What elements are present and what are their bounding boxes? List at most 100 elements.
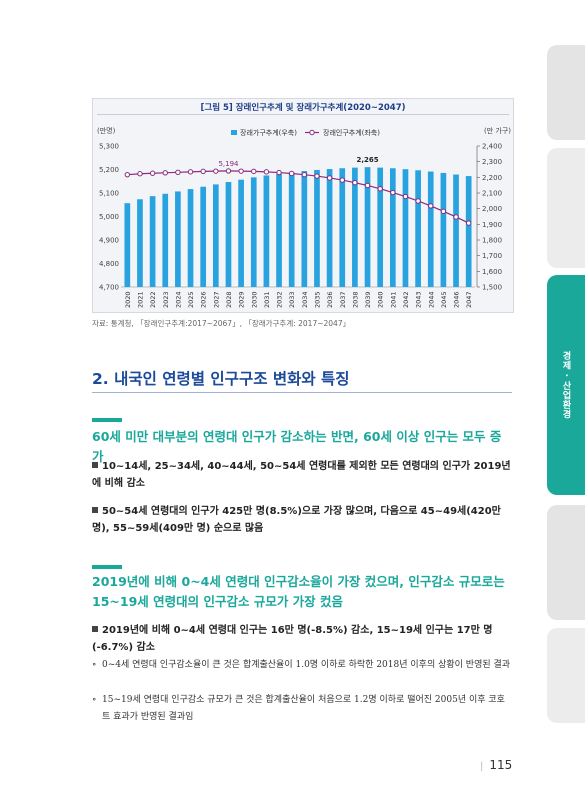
household-bar bbox=[415, 170, 421, 287]
household-bar bbox=[465, 176, 472, 287]
right-axis-tick-label: 1,800 bbox=[482, 237, 502, 245]
side-tab-4[interactable] bbox=[547, 628, 585, 723]
population-point bbox=[213, 168, 219, 174]
right-axis-tick-label: 2,300 bbox=[482, 158, 502, 166]
right-axis-tick-label: 2,100 bbox=[482, 190, 502, 198]
x-axis-tick-label: 2034 bbox=[301, 291, 309, 308]
bullet-square-icon bbox=[92, 507, 98, 513]
bullet-text: 50~54세 연령대의 인구가 425만 명(8.5%)으로 가장 많으며, 다… bbox=[92, 506, 501, 534]
population-point bbox=[465, 220, 472, 226]
population-point bbox=[314, 173, 320, 179]
population-point bbox=[352, 179, 358, 186]
household-bar bbox=[162, 193, 169, 287]
population-point bbox=[238, 168, 244, 174]
x-axis-tick-label: 2045 bbox=[440, 291, 448, 308]
household-bar bbox=[212, 184, 219, 287]
population-line bbox=[127, 170, 469, 224]
left-axis-tick-label: 5,000 bbox=[99, 213, 119, 221]
bullet-square-icon bbox=[92, 462, 98, 468]
household-bar bbox=[137, 199, 143, 287]
household-bar bbox=[288, 172, 295, 287]
right-axis-tick-label: 2,200 bbox=[482, 174, 502, 182]
household-bar bbox=[149, 196, 156, 287]
right-axis-unit: (만 가구) bbox=[484, 126, 511, 135]
left-axis-unit: (만명) bbox=[97, 126, 116, 135]
side-tab-active[interactable] bbox=[547, 275, 585, 495]
population-point bbox=[288, 170, 295, 177]
household-bar bbox=[276, 173, 282, 287]
household-bar bbox=[250, 177, 257, 287]
population-point bbox=[162, 170, 168, 176]
x-axis-tick-label: 2033 bbox=[288, 291, 296, 308]
data-label: 2,265 bbox=[356, 156, 378, 164]
population-point bbox=[301, 171, 308, 178]
household-bar bbox=[238, 179, 244, 287]
x-axis-tick-label: 2047 bbox=[465, 291, 473, 308]
population-point bbox=[428, 203, 434, 209]
left-axis-tick-label: 5,300 bbox=[99, 143, 119, 151]
x-axis-tick-label: 2044 bbox=[427, 291, 435, 308]
legend-marker-population bbox=[309, 129, 315, 136]
side-tab-label: 경제 · 산업환경 bbox=[560, 350, 571, 420]
right-axis-tick-label: 1,900 bbox=[482, 221, 502, 229]
household-bar bbox=[124, 203, 131, 287]
population-point bbox=[390, 189, 396, 196]
household-bar bbox=[263, 175, 270, 287]
x-axis-tick-label: 2043 bbox=[415, 291, 423, 308]
bullet-2-1: 2019년에 비해 0~4세 연령대 인구는 16만 명(-8.5%) 감소, … bbox=[92, 622, 512, 656]
x-axis-tick-label: 2026 bbox=[200, 291, 208, 308]
right-axis-tick-label: 1,500 bbox=[482, 284, 502, 292]
figure-box: [그림 5] 장래인구추계 및 장래가구추계(2020~2047) (만명) (만… bbox=[92, 98, 514, 313]
side-tab-3[interactable] bbox=[547, 505, 585, 620]
note-marker: ∘ bbox=[92, 660, 97, 670]
population-point bbox=[402, 193, 409, 200]
population-point bbox=[137, 171, 143, 177]
sub-heading-2: 2019년에 비해 0~4세 연령대 인구감소율이 가장 컸으며, 인구감소 규… bbox=[92, 574, 505, 609]
population-point bbox=[263, 169, 270, 175]
side-tab-1[interactable] bbox=[547, 45, 585, 140]
legend-swatch-household bbox=[231, 130, 237, 135]
data-label: 5,194 bbox=[218, 160, 239, 168]
note-text: 0~4세 연령대 인구감소율이 큰 것은 합계출산율이 1.0명 이하로 하락한… bbox=[102, 660, 511, 670]
note-text: 15~19세 연령대 인구감소 규모가 큰 것은 합계출산율이 처음으로 1.2… bbox=[102, 695, 505, 722]
household-bar bbox=[453, 174, 459, 287]
x-axis-tick-label: 2032 bbox=[276, 291, 284, 308]
x-axis-tick-label: 2046 bbox=[453, 291, 461, 308]
right-axis-tick-label: 2,000 bbox=[482, 205, 502, 213]
right-axis-tick-label: 1,600 bbox=[482, 268, 502, 276]
bullet-1-1: 10~14세, 25~34세, 40~44세, 50~54세 연령대를 제외한 … bbox=[92, 458, 512, 492]
legend-label-household: 장래가구추계(우축) bbox=[240, 128, 297, 137]
figure-title: [그림 5] 장래인구추계 및 장래가구추계(2020~2047) bbox=[200, 103, 406, 113]
household-bar bbox=[187, 189, 194, 287]
x-axis-tick-label: 2022 bbox=[149, 291, 157, 308]
x-axis-tick-label: 2042 bbox=[402, 291, 410, 308]
population-point bbox=[251, 168, 257, 175]
right-axis-tick-label: 1,700 bbox=[482, 252, 502, 260]
x-axis-tick-label: 2025 bbox=[187, 291, 195, 308]
left-axis-tick-label: 4,800 bbox=[99, 260, 119, 268]
side-tab-2[interactable] bbox=[547, 148, 585, 268]
population-point bbox=[149, 170, 156, 176]
accent-bar-2 bbox=[92, 565, 122, 569]
x-axis-tick-label: 2040 bbox=[377, 291, 385, 308]
household-bar bbox=[314, 169, 320, 287]
population-point bbox=[124, 171, 131, 178]
x-axis-tick-label: 2023 bbox=[162, 291, 170, 308]
household-bar bbox=[225, 182, 232, 287]
population-point bbox=[377, 186, 383, 192]
x-axis-tick-label: 2036 bbox=[326, 291, 334, 308]
page-number-value: 115 bbox=[489, 758, 513, 772]
population-point bbox=[339, 177, 345, 183]
x-axis-tick-label: 2028 bbox=[225, 291, 233, 308]
figure-title-rule bbox=[97, 114, 509, 115]
population-point bbox=[453, 214, 459, 220]
population-point bbox=[187, 169, 194, 175]
population-point bbox=[440, 208, 447, 215]
note-1: ∘ 0~4세 연령대 인구감소율이 큰 것은 합계출산율이 1.0명 이하로 하락… bbox=[92, 657, 512, 674]
bullet-1-2: 50~54세 연령대의 인구가 425만 명(8.5%)으로 가장 많으며, 다… bbox=[92, 503, 512, 537]
household-bar bbox=[402, 169, 409, 287]
household-bar bbox=[326, 169, 333, 287]
x-axis-tick-label: 2039 bbox=[364, 291, 372, 308]
x-axis-tick-label: 2041 bbox=[389, 291, 397, 308]
population-point bbox=[415, 198, 421, 204]
